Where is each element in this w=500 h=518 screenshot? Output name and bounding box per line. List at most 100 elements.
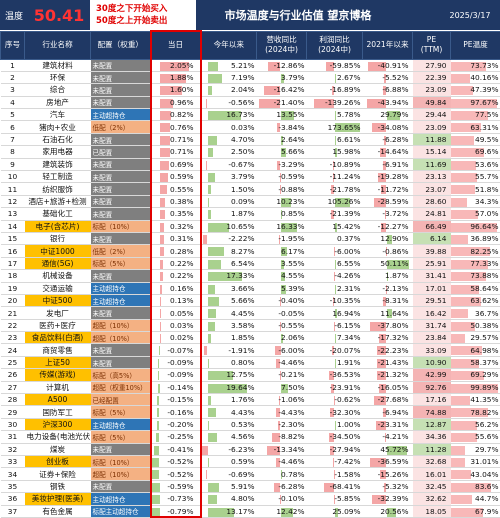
industry-name: 通信(5G) bbox=[25, 257, 91, 269]
cell-value: 0.82% bbox=[170, 110, 193, 119]
ytd-change: -0.56% bbox=[201, 96, 257, 108]
cell-value: 3.55% bbox=[281, 259, 304, 268]
column-header[interactable]: PE (TTM) bbox=[413, 31, 451, 59]
cell-value: 主动超持仓 bbox=[93, 496, 126, 504]
cell-value: 24.81 bbox=[425, 209, 446, 218]
revenue-yoy: 12.42% bbox=[257, 505, 307, 517]
column-header[interactable]: 行业名称 bbox=[25, 31, 91, 59]
cell-value: -4.46% bbox=[278, 457, 304, 466]
profit-yoy: -16.89% bbox=[307, 84, 363, 96]
ytd-change: 17.33% bbox=[201, 270, 257, 282]
column-header[interactable]: 2021年以来 bbox=[363, 31, 413, 59]
cell-value: 5.66% bbox=[281, 147, 304, 156]
since-2021: -6.28% bbox=[363, 133, 413, 145]
cell-value: -11.24% bbox=[330, 172, 361, 181]
cell-value: 83.6% bbox=[475, 482, 498, 491]
value-bar bbox=[206, 99, 207, 108]
column-header[interactable]: 当日 bbox=[151, 31, 201, 59]
cell-value: 低配（2%） bbox=[93, 124, 130, 132]
cell-value: 未配置 bbox=[93, 87, 113, 95]
today-change: 0.38% bbox=[151, 195, 201, 207]
ytd-change: 1.76% bbox=[201, 394, 257, 406]
pe-temperature: 44.7% bbox=[451, 493, 500, 505]
pe-temp-bar bbox=[451, 235, 469, 244]
cell-value: 14 bbox=[8, 222, 17, 231]
today-change: 0.13% bbox=[151, 294, 201, 306]
pe-temperature: 29.57% bbox=[451, 332, 500, 344]
row-number: 21 bbox=[1, 307, 25, 319]
column-header[interactable]: PE温度 bbox=[451, 31, 500, 59]
pe-ttm: 18.05 bbox=[413, 505, 451, 517]
value-bar bbox=[156, 433, 160, 442]
column-header[interactable]: 营收同比 (2024中) bbox=[257, 31, 307, 59]
cell-value: 31.01% bbox=[470, 457, 498, 466]
cell-value: 73.73% bbox=[470, 61, 498, 70]
cell-value: -6.94% bbox=[382, 408, 408, 417]
cell-value: -22.23% bbox=[378, 346, 409, 355]
cell-value: -23.31% bbox=[378, 420, 409, 429]
cell-value: 16.42 bbox=[425, 309, 446, 318]
ytd-change: 7.19% bbox=[201, 71, 257, 83]
value-bar bbox=[158, 371, 159, 380]
cell-value: 4.45% bbox=[231, 309, 254, 318]
column-header[interactable]: 利润同比 (2024中) bbox=[307, 31, 363, 59]
cell-value: -2.22% bbox=[228, 234, 254, 243]
column-header[interactable]: 配置（权重） bbox=[91, 31, 151, 59]
pe-temp-bar bbox=[451, 161, 477, 170]
pe-temperature: 29.7% bbox=[451, 443, 500, 455]
column-header[interactable]: 今年以来 bbox=[201, 31, 257, 59]
cell-value: 1.00% bbox=[337, 420, 360, 429]
pe-ttm: 92.76 bbox=[413, 381, 451, 393]
cell-value: 32.45 bbox=[425, 482, 446, 491]
today-change: 1.60% bbox=[151, 84, 201, 96]
cell-value: -0.69% bbox=[228, 470, 254, 479]
column-header[interactable]: 序号 bbox=[1, 31, 25, 59]
allocation-cell: 标配（5%） bbox=[91, 406, 151, 418]
cell-value: 32.68 bbox=[425, 457, 446, 466]
allocation-cell: 未配置 bbox=[91, 71, 151, 83]
pe-temperature: 55.7% bbox=[451, 171, 500, 183]
value-bar bbox=[160, 309, 161, 318]
cell-value: 5.91% bbox=[231, 482, 254, 491]
industry-name: 发电厂 bbox=[25, 307, 91, 319]
value-bar bbox=[208, 297, 219, 306]
pe-temperature: 63.31% bbox=[451, 121, 500, 133]
